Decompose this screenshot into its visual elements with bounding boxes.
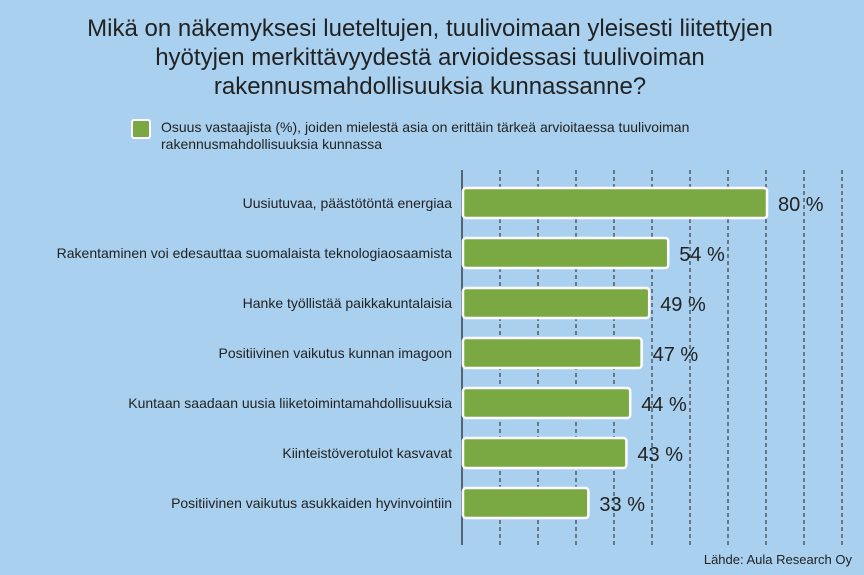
chart-title: Mikä on näkemyksesi lueteltujen, tuulivo… — [60, 14, 800, 101]
value-label: 33 % — [599, 494, 645, 516]
value-label: 49 % — [660, 294, 706, 316]
legend-swatch — [131, 119, 151, 139]
bar — [461, 486, 590, 520]
category-label: Positiivinen vaikutus asukkaiden hyvinvo… — [171, 495, 452, 511]
title-line-3: rakennusmahdollisuuksia kunnassanne? — [213, 73, 647, 100]
legend: Osuus vastaajista (%), joiden mielestä a… — [131, 119, 791, 153]
bar — [461, 236, 670, 270]
category-label: Rakentaminen voi edesauttaa suomalaista … — [57, 245, 453, 261]
value-label: 43 % — [637, 444, 683, 466]
title-line-1: Mikä on näkemyksesi lueteltujen, tuulivo… — [87, 15, 773, 42]
value-label: 47 % — [653, 344, 699, 366]
bar — [461, 436, 628, 470]
value-label: 80 % — [778, 194, 824, 216]
category-label: Uusiutuvaa, päästötöntä energiaa — [243, 195, 453, 211]
bar — [461, 386, 632, 420]
category-label: Positiivinen vaikutus kunnan imagoon — [219, 345, 452, 361]
title-line-2: hyötyjen merkittävyydestä arvioidessasi … — [155, 44, 705, 71]
category-label: Hanke työllistää paikkakuntalaisia — [243, 295, 453, 311]
value-label: 54 % — [679, 244, 725, 266]
category-label: Kiinteistöverotulot kasvavat — [282, 445, 452, 461]
source-note: Lähde: Aula Research Oy — [703, 552, 852, 567]
value-label: 44 % — [641, 394, 687, 416]
category-label: Kuntaan saadaan uusia liiketoimintamahdo… — [128, 395, 452, 411]
bar — [461, 336, 643, 370]
legend-label: Osuus vastaajista (%), joiden mielestä a… — [161, 119, 690, 152]
bar — [461, 186, 769, 220]
bar — [461, 286, 651, 320]
